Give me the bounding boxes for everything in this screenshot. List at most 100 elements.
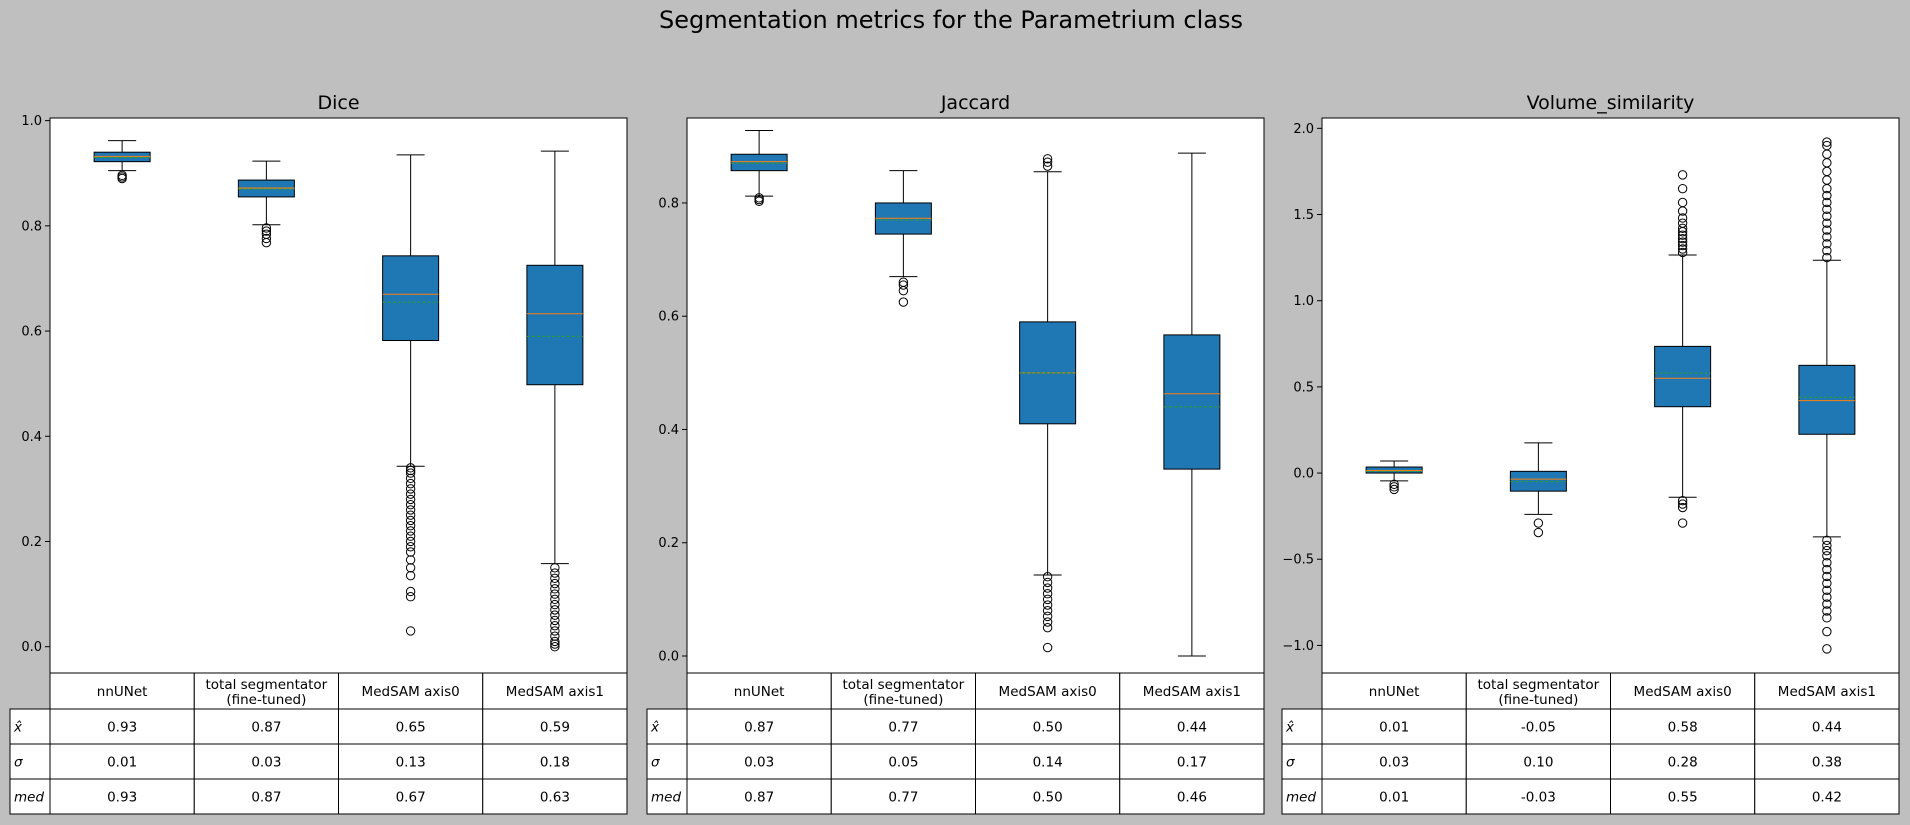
table-value: 0.03 xyxy=(744,755,774,771)
outlier-point xyxy=(1389,482,1399,492)
outlier-point xyxy=(1677,213,1688,223)
y-tick-label: −1.0 xyxy=(1282,639,1314,654)
y-tick-label: 0.0 xyxy=(1293,467,1314,482)
outlier-point xyxy=(550,594,560,605)
outlier-point xyxy=(1042,157,1053,167)
box-2 xyxy=(382,154,440,636)
box-2 xyxy=(1654,170,1712,528)
outlier-point xyxy=(754,193,764,203)
outlier-point xyxy=(405,494,416,505)
y-tick-label: 0.0 xyxy=(658,650,679,665)
outlier-point xyxy=(550,563,560,573)
outlier-point xyxy=(405,478,416,489)
row-label-cell xyxy=(646,708,688,745)
outlier-point xyxy=(405,515,416,526)
outlier-point xyxy=(1822,218,1832,228)
table-cell xyxy=(1321,743,1467,780)
outlier-point xyxy=(261,226,272,236)
table-cell xyxy=(1754,778,1900,815)
outlier-point xyxy=(405,489,416,499)
outlier-point xyxy=(405,570,416,581)
stats-table: nnUNet total segmentator(fine-tuned) MedSA… xyxy=(1281,672,1900,815)
box-1 xyxy=(237,160,295,248)
panel-volume_similarity: Volume_similarity −1.0 −0.5 0.0 0.5 1.0 1.5 2.0… xyxy=(1281,92,1900,815)
y-tick-label: 2.0 xyxy=(1293,122,1314,137)
outlier-point xyxy=(1822,140,1832,151)
row-label: σ xyxy=(14,755,23,771)
iqr-box xyxy=(730,153,788,172)
outlier-point xyxy=(1533,518,1544,528)
iqr-box xyxy=(382,255,440,342)
row-label: med xyxy=(14,790,44,806)
table-value: 0.93 xyxy=(107,720,137,736)
outlier-point xyxy=(550,610,560,620)
outlier-point xyxy=(1042,583,1053,593)
outlier-point xyxy=(405,468,416,478)
outlier-point xyxy=(1677,170,1688,180)
y-tick-label: 0.8 xyxy=(658,196,679,211)
column-header: total segmentator xyxy=(205,677,327,693)
table-value: 0.58 xyxy=(1668,720,1698,736)
outlier-point xyxy=(405,521,416,531)
outlier-point xyxy=(550,599,560,610)
table-value: 0.17 xyxy=(1177,755,1207,771)
outlier-point xyxy=(117,170,127,181)
table-cell xyxy=(1610,708,1756,745)
iqr-box xyxy=(237,179,295,198)
outlier-point xyxy=(1042,600,1053,610)
outlier-point xyxy=(1822,535,1832,545)
column-header: total segmentator xyxy=(842,677,964,693)
column-header: nnUNet xyxy=(97,684,148,700)
table-value: 0.67 xyxy=(396,790,426,806)
y-tick-label: 0.0 xyxy=(21,640,42,655)
y-tick-label: 0.6 xyxy=(21,325,42,340)
outlier-point xyxy=(1822,545,1832,556)
box-3 xyxy=(1798,137,1856,654)
column-header: MedSAM axis0 xyxy=(362,684,460,700)
outlier-point xyxy=(1822,613,1832,623)
outlier-point xyxy=(1822,599,1832,609)
table-value: 0.59 xyxy=(540,720,570,736)
y-tick-label: 1.5 xyxy=(1293,208,1314,223)
outlier-point xyxy=(550,568,560,578)
y-tick-label: 1.0 xyxy=(1293,294,1314,309)
outlier-point xyxy=(550,631,560,641)
panel-jaccard: Jaccard 0.0 0.2 0.4 0.6 0.8 nnUNet total segmen… xyxy=(646,92,1265,815)
table-value: 0.14 xyxy=(1033,755,1063,771)
table-value: 0.87 xyxy=(251,790,281,806)
iqr-box xyxy=(93,151,151,163)
table-cell xyxy=(1754,743,1900,780)
row-label-cell xyxy=(9,778,51,815)
row-label: σ xyxy=(1286,755,1295,771)
outlier-point xyxy=(405,473,416,484)
figure-title: Segmentation metrics for the Parametrium… xyxy=(659,6,1243,34)
y-tick-label: 0.4 xyxy=(21,430,42,445)
outlier-point xyxy=(1822,239,1832,249)
outlier-point xyxy=(550,641,560,652)
table-value: 0.77 xyxy=(888,790,918,806)
table-value: -0.05 xyxy=(1521,720,1556,736)
header-cell xyxy=(1754,672,1900,710)
row-label-cell xyxy=(1281,778,1323,815)
outlier-point xyxy=(405,563,416,573)
table-cell xyxy=(830,778,976,815)
outlier-point xyxy=(405,505,416,515)
iqr-box xyxy=(1163,334,1221,470)
column-header: MedSAM axis0 xyxy=(1634,684,1732,700)
table-cell xyxy=(975,743,1121,780)
table-cell xyxy=(1610,778,1756,815)
row-label-cell xyxy=(646,778,688,815)
outlier-point xyxy=(1822,578,1832,589)
box-0 xyxy=(730,129,788,206)
outlier-point xyxy=(1822,211,1832,221)
outlier-point xyxy=(1677,183,1688,194)
table-value: 0.01 xyxy=(1379,720,1409,736)
row-label: x̂ xyxy=(13,720,23,736)
stats-table: nnUNet total segmentator(fine-tuned) MedSA… xyxy=(646,672,1265,815)
outlier-point xyxy=(1042,572,1053,582)
table-value: 0.55 xyxy=(1668,790,1698,806)
table-value: 0.44 xyxy=(1812,720,1842,736)
outlier-point xyxy=(405,547,416,557)
outlier-point xyxy=(1822,585,1832,595)
table-cell xyxy=(49,778,195,815)
